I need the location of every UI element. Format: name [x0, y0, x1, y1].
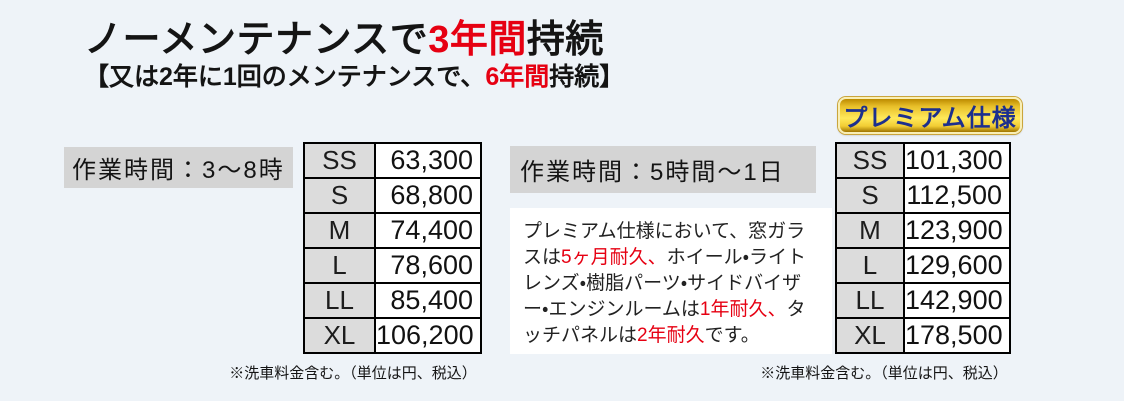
page-subtitle: 【又は2年に1回のメンテナンスで、6年間持続】 [84, 57, 624, 93]
premium-footnote: ※洗車料金含む。（単位は円、税込） [760, 365, 1008, 382]
price-row: LL 85,400 [303, 282, 482, 319]
subtitle-text-post: 持続】 [549, 63, 625, 91]
standard-footnote: ※洗車料金含む。（単位は円、税込） [229, 365, 477, 382]
price-row: XL 106,200 [303, 317, 482, 354]
price-cell: 129,600 [903, 247, 1011, 284]
description-text: です。 [704, 325, 760, 346]
price-cell: 106,200 [374, 317, 482, 354]
subtitle-highlight: 6年間 [485, 63, 550, 91]
title-highlight: 3年間 [428, 19, 527, 61]
price-cell: 123,900 [903, 212, 1011, 249]
size-cell: S [835, 177, 905, 214]
price-row: M 74,400 [303, 212, 482, 249]
title-text-post: 持続 [526, 19, 604, 61]
premium-worktime-label: 作業時間：5時間～1日 [510, 146, 816, 193]
price-cell: 142,900 [903, 282, 1011, 319]
price-row: S 112,500 [835, 177, 1011, 214]
price-row: SS 101,300 [835, 142, 1011, 179]
size-cell: XL [303, 317, 376, 354]
standard-worktime-label: 作業時間：3～8時 [64, 147, 293, 188]
page-title: ノーメンテナンスで3年間持続 [84, 8, 604, 63]
price-row: XL 178,500 [835, 317, 1011, 354]
price-row: M 123,900 [835, 212, 1011, 249]
size-cell: XL [835, 317, 905, 354]
standard-price-table: SS 63,300 S 68,800 M 74,400 L 78,600 LL 85,400 XL 1… [303, 142, 482, 354]
price-cell: 101,300 [903, 142, 1011, 179]
title-text-pre: ノーメンテナンスで [84, 19, 429, 61]
price-cell: 63,300 [374, 142, 482, 179]
size-cell: L [835, 247, 905, 284]
size-cell: M [303, 212, 376, 249]
price-cell: 78,600 [374, 247, 482, 284]
price-row: SS 63,300 [303, 142, 482, 179]
premium-badge-label: プレミアム仕様 [843, 105, 1017, 132]
size-cell: LL [303, 282, 376, 319]
price-cell: 178,500 [903, 317, 1011, 354]
premium-badge: プレミアム仕様 [838, 97, 1022, 134]
size-cell: M [835, 212, 905, 249]
price-row: S 68,800 [303, 177, 482, 214]
standard-price-table-body: SS 63,300 S 68,800 M 74,400 L 78,600 LL 85,400 XL 1… [303, 142, 482, 354]
duration-highlight: 5ヶ月耐久、 [561, 247, 667, 268]
premium-price-table: SS 101,300 S 112,500 M 123,900 L 129,600 LL 142,9… [835, 142, 1011, 354]
price-row: L 129,600 [835, 247, 1011, 284]
premium-price-table-body: SS 101,300 S 112,500 M 123,900 L 129,600 LL 142,9… [835, 142, 1011, 354]
size-cell: L [303, 247, 376, 284]
price-cell: 112,500 [903, 177, 1011, 214]
description-text: タッチパネルは [523, 299, 806, 346]
size-cell: S [303, 177, 376, 214]
price-cell: 68,800 [374, 177, 482, 214]
price-row: LL 142,900 [835, 282, 1011, 319]
size-cell: SS [835, 142, 905, 179]
price-cell: 85,400 [374, 282, 482, 319]
premium-description: プレミアム仕様において、窓ガラスは5ヶ月耐久、ホイール・ライトレンズ・樹脂パーツ… [510, 208, 832, 354]
duration-highlight: 1年耐久、 [699, 299, 787, 320]
size-cell: SS [303, 142, 376, 179]
price-row: L 78,600 [303, 247, 482, 284]
description-text: ホイール・ライトレンズ・樹脂パーツ・サイドバイザー・エンジンルームは [523, 247, 807, 320]
subtitle-text-pre: 【又は2年に1回のメンテナンスで、 [84, 63, 486, 91]
size-cell: LL [835, 282, 905, 319]
price-cell: 74,400 [374, 212, 482, 249]
description-text: プレミアム仕様において、窓ガラスは [523, 221, 806, 268]
duration-highlight: 2年耐久 [637, 325, 705, 346]
